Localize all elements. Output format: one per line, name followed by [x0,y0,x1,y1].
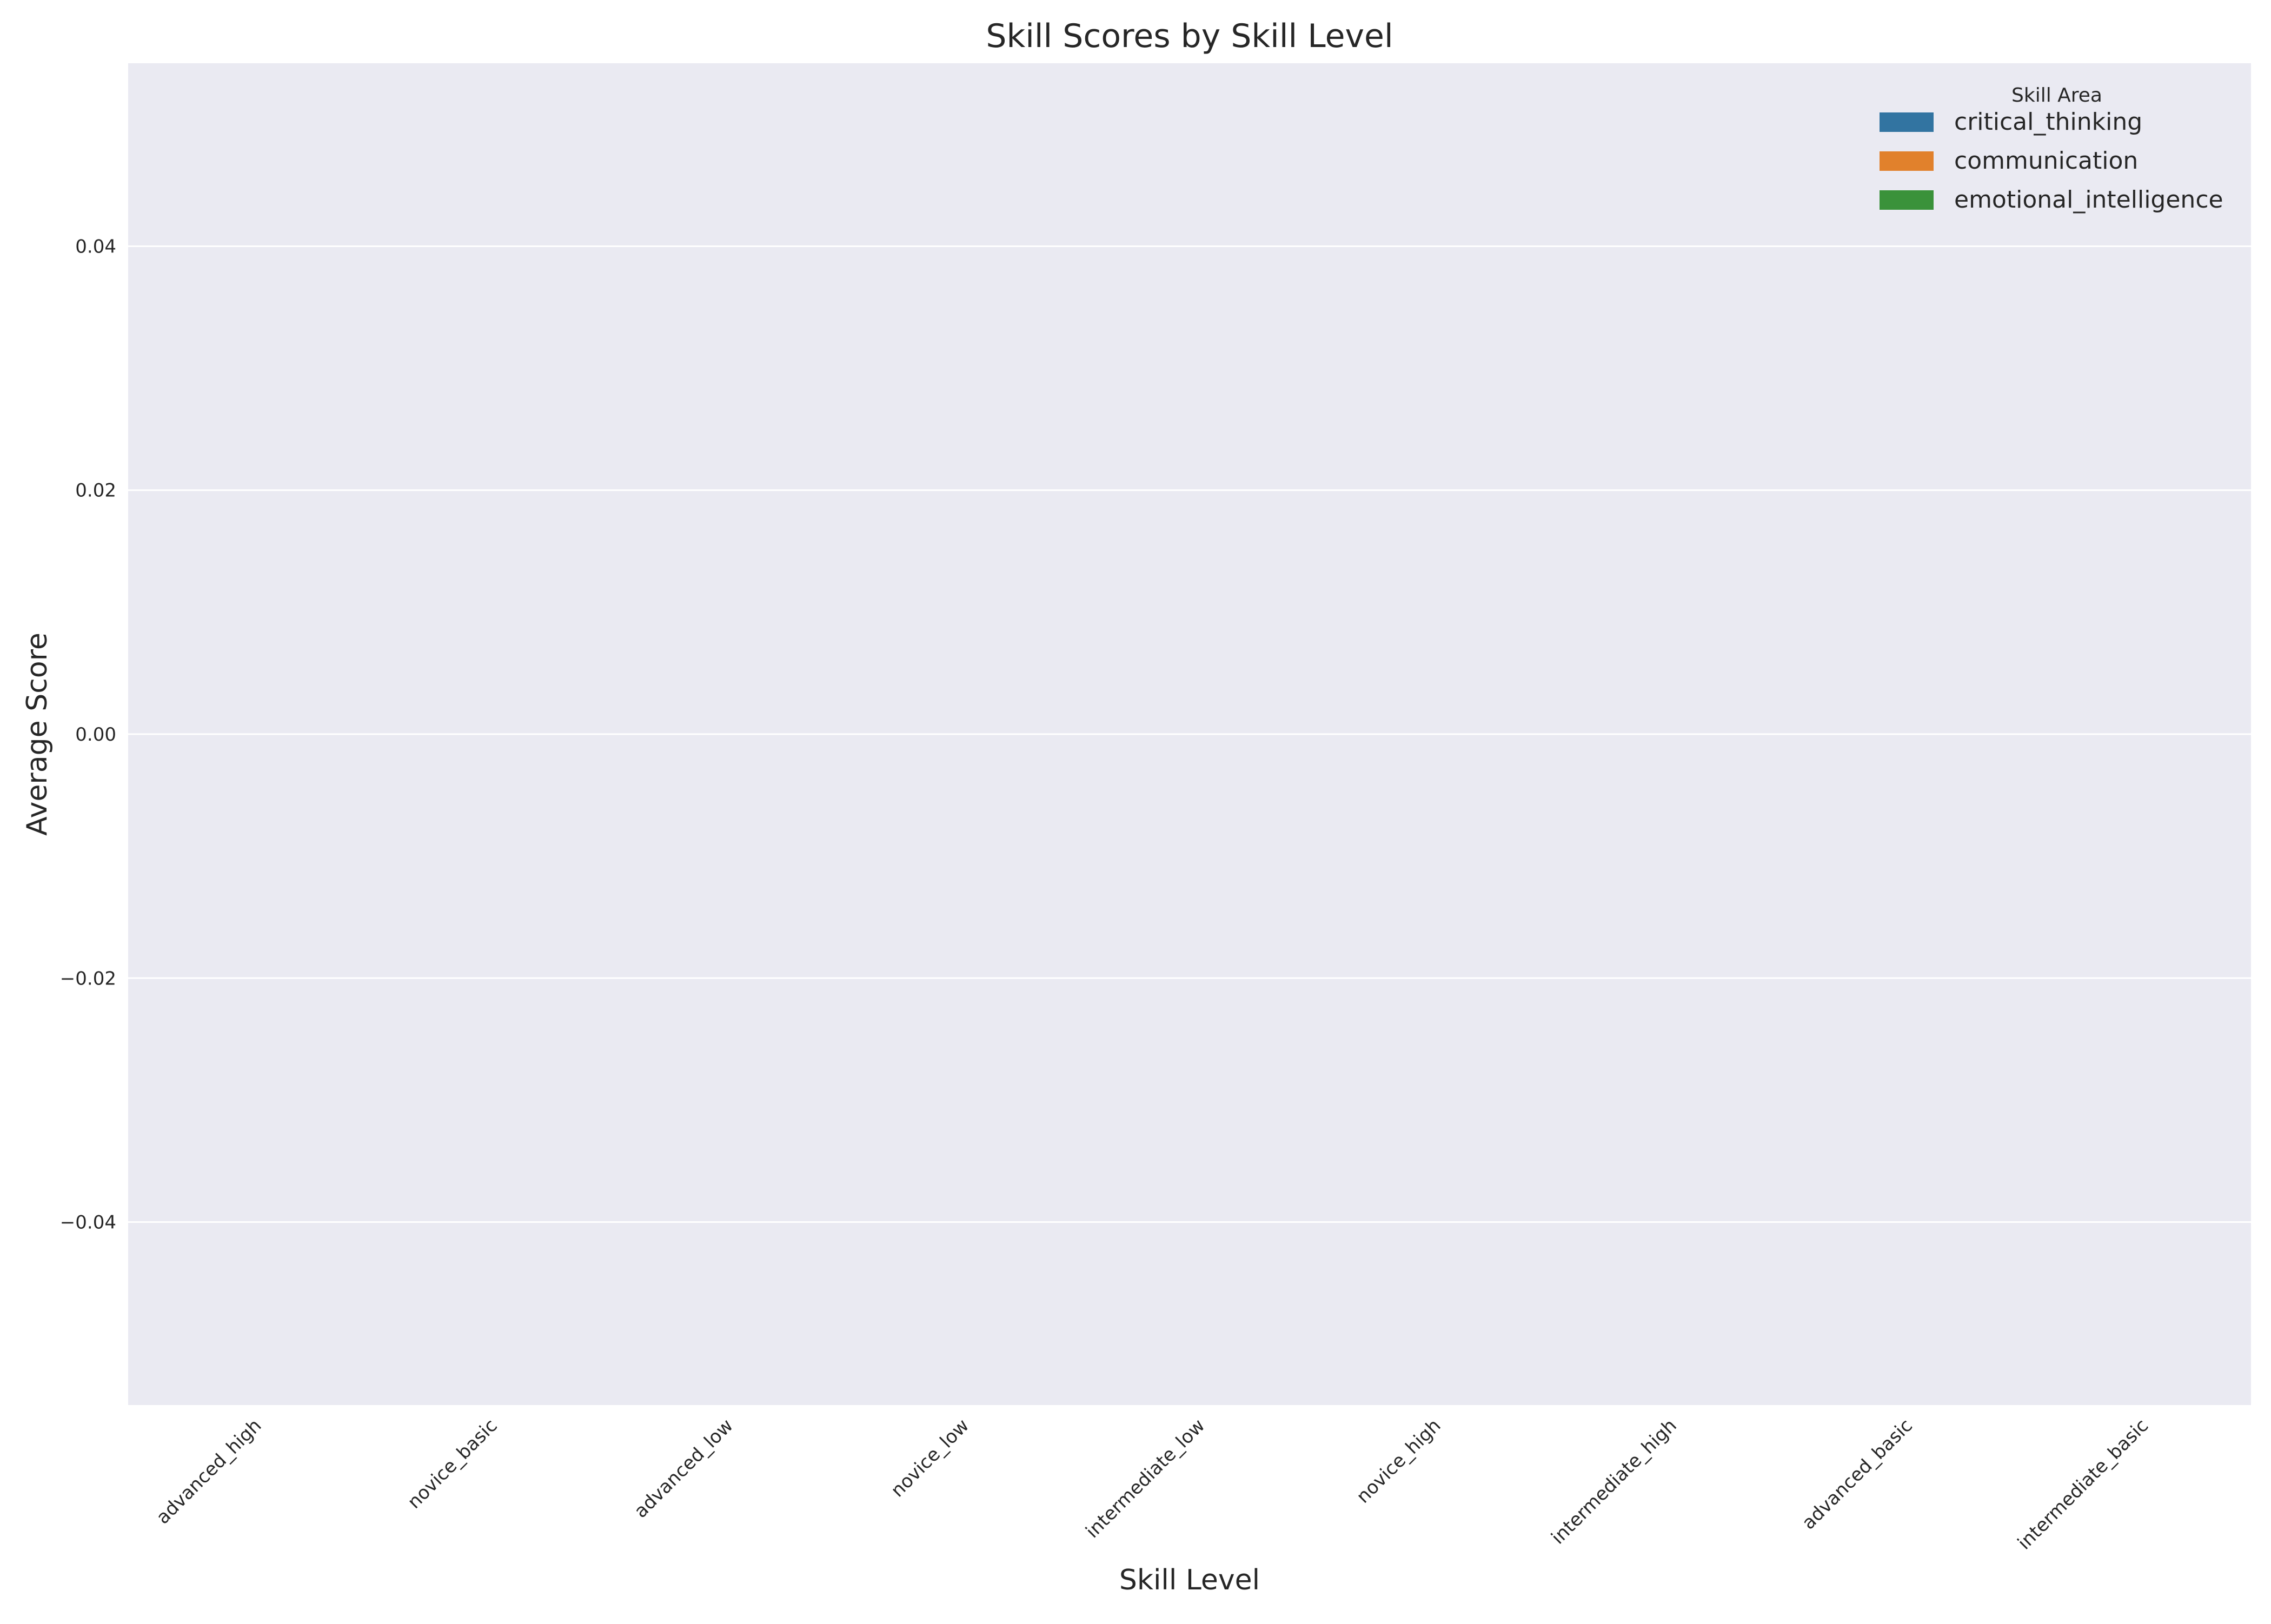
y-tick-label: 0.04 [75,236,116,257]
y-tick-label: −0.02 [60,968,116,989]
gridlines [128,245,2251,1223]
legend-items: critical_thinking communication emotional_… [1880,108,2223,214]
y-tick-label: 0.02 [75,480,116,502]
x-tick-label: novice_low [887,1415,973,1501]
x-tick-label: novice_high [1352,1415,1445,1508]
legend: Skill Area critical_thinking communicatio… [1880,84,2223,214]
y-axis-ticks: 0.04 0.02 0.00 −0.02 −0.04 [60,236,116,1233]
x-tick-label: advanced_basic [1798,1415,1917,1534]
legend-label: communication [1954,147,2138,175]
x-tick-label: novice_basic [403,1415,502,1513]
legend-swatch [1880,151,1934,171]
x-tick-label: advanced_high [152,1415,265,1528]
legend-swatch [1880,190,1934,210]
legend-swatch [1880,112,1934,132]
legend-label: emotional_intelligence [1954,186,2223,214]
x-tick-label: intermediate_basic [2014,1415,2153,1554]
x-tick-label: advanced_low [630,1415,738,1522]
y-tick-label: 0.00 [75,724,116,746]
x-tick-label: intermediate_low [1081,1415,1209,1542]
legend-title: Skill Area [2011,84,2102,107]
x-tick-label: intermediate_high [1547,1415,1681,1548]
y-axis-label: Average Score [21,633,54,836]
x-axis-label: Skill Level [1119,1564,1260,1596]
x-axis-ticks: advanced_high novice_basic advanced_low nov… [152,1415,2153,1554]
chart-title: Skill Scores by Skill Level [986,17,1393,55]
legend-label: critical_thinking [1954,108,2142,136]
y-tick-label: −0.04 [60,1212,116,1234]
